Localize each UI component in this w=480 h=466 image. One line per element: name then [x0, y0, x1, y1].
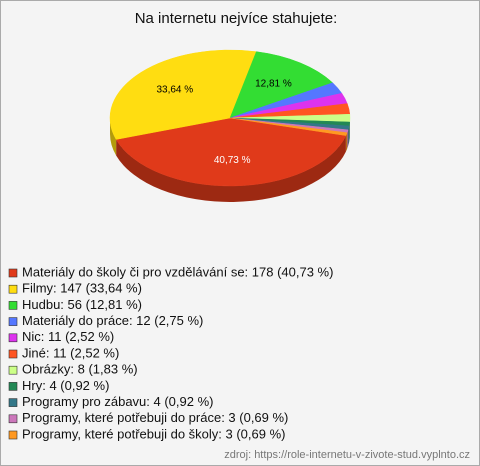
- legend-swatch: [8, 317, 18, 326]
- slice: [109, 49, 257, 140]
- slice-label: 33,64 %: [156, 84, 193, 95]
- slice: [115, 117, 347, 187]
- slice: [229, 51, 334, 119]
- legend-swatch: [8, 284, 18, 294]
- legend-label: Materiály do práce: 12 (2,75 %): [22, 313, 203, 328]
- slice-label: 12,81 %: [255, 78, 292, 89]
- slice-side: [345, 132, 348, 152]
- legend-swatch: [8, 382, 18, 391]
- legend-swatch: [8, 398, 18, 407]
- source: zdroj: https://role-internetu-v-zivote-s…: [224, 449, 470, 461]
- legend-label: Programy pro zábavu: 4 (0,92 %): [22, 394, 213, 409]
- legend-label: Nic: 11 (2,52 %): [22, 329, 114, 344]
- legend-label: Filmy: 147 (33,64 %): [22, 281, 142, 296]
- slice-side: [347, 129, 349, 149]
- legend-swatch: [8, 333, 18, 343]
- legend-label: Obrázky: 8 (1,83 %): [22, 362, 138, 377]
- slice: [229, 117, 348, 136]
- slice-side: [116, 135, 346, 203]
- slice-side: [348, 125, 350, 146]
- legend-label: Programy, které potřebuji do školy: 3 (0…: [22, 426, 286, 441]
- legend-label: Materiály do školy či pro vzdělávání se:…: [22, 264, 333, 279]
- slice-side: [110, 118, 117, 156]
- legend-label: Programy, které potřebuji do práce: 3 (0…: [22, 410, 288, 425]
- legend-label: Jiné: 11 (2,52 %): [22, 345, 119, 360]
- slice-label: 40,73 %: [214, 155, 251, 166]
- legend-swatch: [8, 349, 18, 359]
- legend-swatch: [8, 365, 18, 375]
- legend-swatch: [8, 414, 18, 424]
- legend-swatch: [8, 301, 18, 310]
- legend-label: Hry: 4 (0,92 %): [22, 378, 109, 393]
- legend-swatch: [8, 430, 18, 440]
- slice-side: [349, 122, 350, 142]
- legend-label: Hudbu: 56 (12,81 %): [22, 297, 142, 312]
- legend-swatch: [8, 268, 18, 278]
- chart-title: Na internetu nejvíce stahujete:: [135, 10, 338, 27]
